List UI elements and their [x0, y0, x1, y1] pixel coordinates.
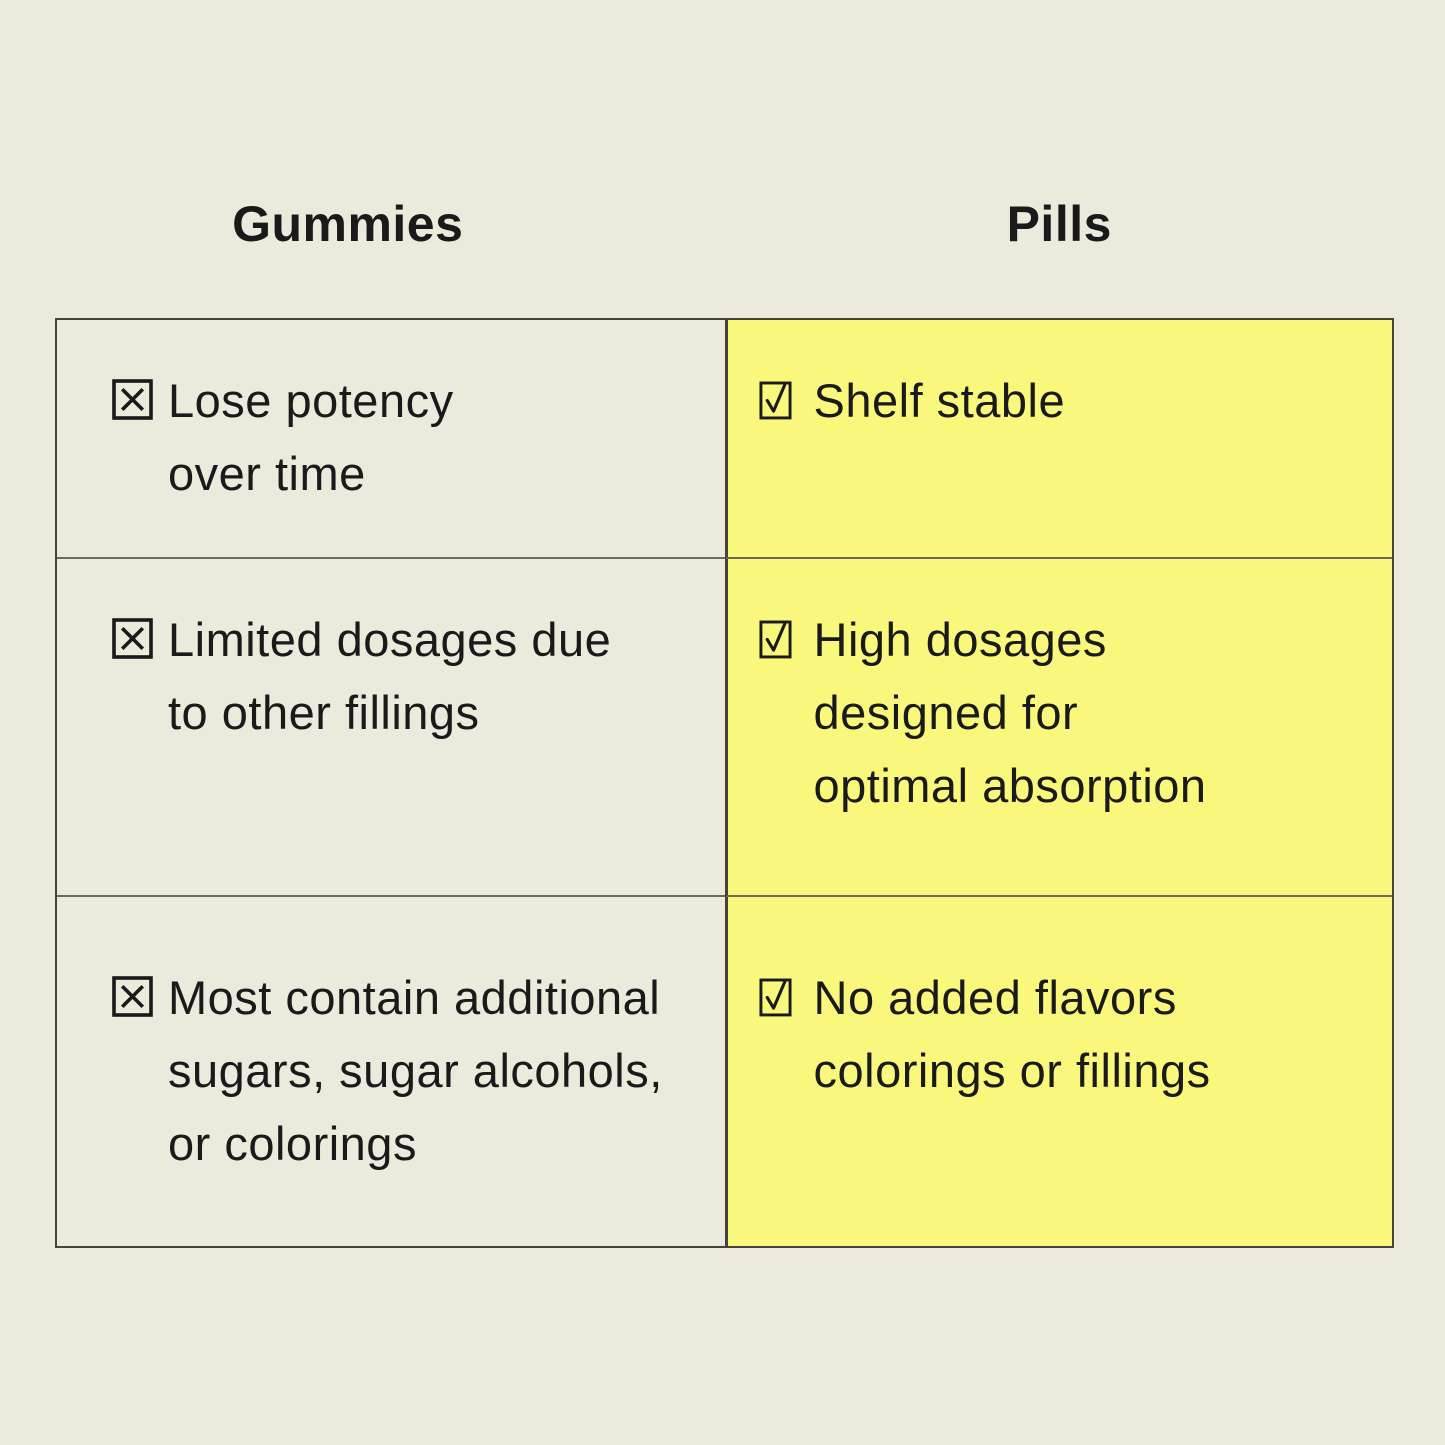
x-checkbox-icon [112, 976, 153, 1017]
check-checkbox-icon [758, 978, 792, 1017]
check-checkbox-icon [758, 381, 792, 420]
cell-text: Lose potency over time [168, 364, 454, 510]
pills-cell-row3: No added flavors colorings or fillings [724, 897, 1392, 1246]
x-checkbox-icon [112, 379, 153, 420]
cell-text: Limited dosages due to other fillings [168, 603, 611, 749]
text-line: over time [168, 447, 366, 500]
text-line: No added flavors [813, 971, 1177, 1024]
cell-text: Shelf stable [814, 364, 1066, 437]
text-line: High dosages [813, 613, 1107, 666]
text-line: sugars, sugar alcohols, [168, 1044, 663, 1097]
cell-text: No added flavors colorings or fillings [814, 961, 1211, 1107]
pills-cell-row2: High dosages designed for optimal absorp… [724, 559, 1392, 897]
cell-text: Most contain additional sugars, sugar al… [168, 961, 663, 1180]
gummies-cell-row1: Lose potency over time [57, 320, 725, 559]
text-line: to other fillings [168, 686, 480, 739]
column-headers: Gummies Pills [55, 192, 1394, 256]
pills-cell-row1: Shelf stable [724, 320, 1392, 559]
text-line: Shelf stable [813, 374, 1066, 427]
text-line: Lose potency [168, 374, 454, 427]
text-line: designed for [813, 686, 1079, 739]
gummies-cell-row3: Most contain additional sugars, sugar al… [57, 897, 725, 1246]
x-checkbox-icon [112, 618, 153, 659]
text-line: Most contain additional [168, 971, 661, 1024]
text-line: Limited dosages due [168, 613, 612, 666]
text-line: optimal absorption [813, 759, 1207, 812]
pills-column-header: Pills [1006, 196, 1112, 252]
gummies-cell-row2: Limited dosages due to other fillings [57, 559, 725, 897]
gummies-column-header: Gummies [232, 196, 464, 252]
check-checkbox-icon [758, 620, 792, 659]
text-line: or colorings [168, 1117, 417, 1170]
comparison-table: Lose potency over time Shelf stable Limi… [55, 318, 1394, 1248]
text-line: colorings or fillings [813, 1044, 1211, 1097]
cell-text: High dosages designed for optimal absorp… [814, 603, 1207, 822]
